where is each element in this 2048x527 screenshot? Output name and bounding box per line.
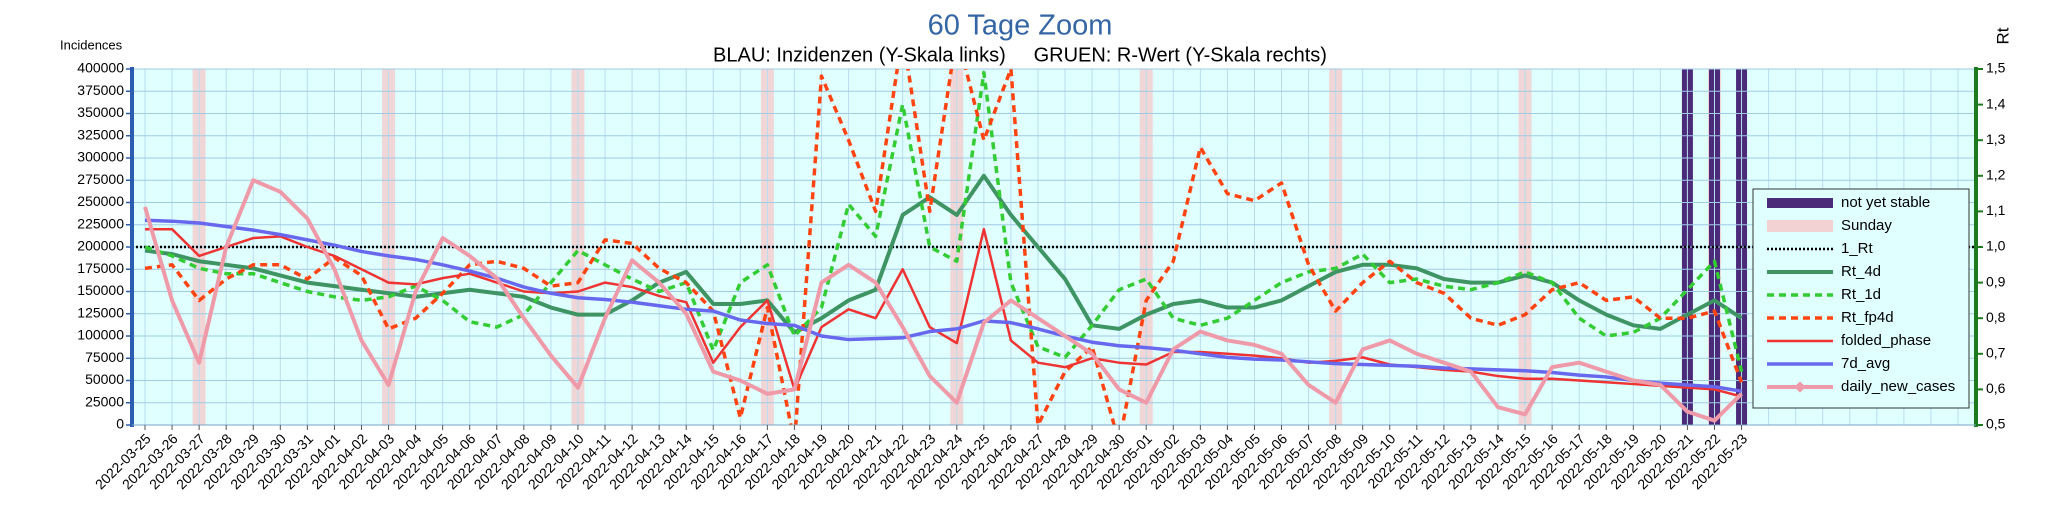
y-tick-label: 0	[116, 416, 124, 432]
y2-tick-label: 0,8	[1986, 309, 2006, 325]
y2-tick-label: 1,0	[1986, 238, 2006, 254]
legend-marker	[1794, 381, 1806, 393]
legend: not yet stable Sunday 1_Rt Rt_4d Rt_1d Rt_fp4…	[1752, 188, 1970, 409]
y2-tick-label: 0,9	[1986, 273, 2006, 289]
y2-tick-label: 1,4	[1986, 95, 2006, 111]
y2-tick-label: 1,2	[1986, 167, 2006, 183]
y-tick-label: 175000	[77, 260, 124, 276]
legend-label: Rt_fp4d	[1841, 309, 1894, 326]
y-tick-label: 400000	[77, 60, 124, 76]
chart-title: 60 Tage Zoom	[928, 10, 1113, 42]
legend-label: 1_Rt	[1841, 240, 1874, 257]
legend-swatch	[1767, 220, 1833, 232]
y-tick-label: 25000	[85, 393, 124, 409]
y-tick-label: 325000	[77, 126, 124, 142]
series-line	[144, 70, 1744, 373]
y2-tick-label: 1,5	[1986, 60, 2006, 76]
series-line	[144, 218, 1742, 393]
legend-swatch	[1767, 198, 1833, 208]
y-axis-label: Incidences	[60, 37, 123, 52]
lines	[132, 69, 1976, 425]
y-tick-label: 75000	[85, 349, 124, 365]
legend-label: Sunday	[1841, 217, 1892, 234]
y-tick-label: 200000	[77, 238, 124, 254]
y-tick-label: 50000	[85, 371, 124, 387]
legend-label: not yet stable	[1841, 194, 1930, 211]
y2-tick-label: 1,1	[1986, 202, 2006, 218]
legend-label: Rt_1d	[1841, 286, 1881, 303]
y-tick-label: 150000	[77, 282, 124, 298]
series-line	[145, 227, 1742, 398]
legend-label: 7d_avg	[1841, 355, 1890, 372]
y-tick-label: 275000	[77, 171, 124, 187]
y2-tick-label: 0,5	[1986, 416, 2006, 432]
y-tick-label: 250000	[77, 193, 124, 209]
legend-label: Rt_4d	[1841, 263, 1881, 280]
y2-tick-label: 0,7	[1986, 345, 2006, 361]
y2-tick-label: 0,6	[1986, 380, 2006, 396]
legend-label: folded_phase	[1841, 332, 1931, 349]
y-tick-label: 125000	[77, 304, 124, 320]
y-tick-label: 225000	[77, 215, 124, 231]
chart-subtitle: BLAU: Inzidenzen (Y-Skala links) GRUEN: …	[713, 44, 1327, 66]
legend-label: daily_new_cases	[1841, 378, 1955, 395]
series-line	[144, 173, 1743, 335]
y-tick-label: 375000	[77, 82, 124, 98]
y2-axis-label: Rt	[1993, 27, 2012, 44]
y-tick-label: 300000	[77, 149, 124, 165]
y-tick-label: 350000	[77, 104, 124, 120]
y2-tick-label: 1,3	[1986, 131, 2006, 147]
y-tick-label: 100000	[77, 327, 124, 343]
series-line	[143, 178, 1743, 423]
